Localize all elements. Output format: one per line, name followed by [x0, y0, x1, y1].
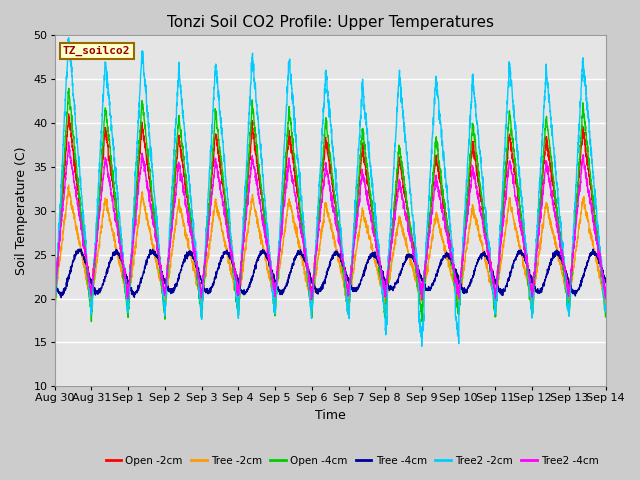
Tree -2cm: [591, 251, 599, 256]
Tree2 -4cm: [602, 295, 609, 301]
Open -2cm: [262, 231, 270, 237]
Tree -2cm: [147, 231, 154, 237]
Tree2 -2cm: [147, 154, 154, 160]
Open -2cm: [591, 213, 599, 218]
Tree2 -4cm: [147, 204, 154, 210]
Open -2cm: [532, 250, 540, 255]
Tree2 -4cm: [418, 297, 426, 302]
Tree2 -4cm: [114, 226, 122, 231]
Tree -2cm: [286, 199, 294, 205]
Tree2 -2cm: [51, 314, 58, 320]
Tree -4cm: [51, 278, 58, 284]
Tree -2cm: [262, 259, 270, 264]
Open -4cm: [51, 312, 58, 318]
Open -2cm: [65, 111, 72, 117]
Open -2cm: [381, 300, 389, 306]
Tree2 -2cm: [591, 203, 599, 208]
Open -2cm: [114, 216, 122, 222]
Open -4cm: [114, 218, 122, 224]
Tree -4cm: [602, 279, 609, 285]
Tree2 -4cm: [65, 139, 72, 145]
Tree2 -4cm: [51, 284, 58, 289]
Open -2cm: [51, 293, 58, 299]
Open -4cm: [262, 231, 270, 237]
Legend: Open -2cm, Tree -2cm, Open -4cm, Tree -4cm, Tree2 -2cm, Tree2 -4cm: Open -2cm, Tree -2cm, Open -4cm, Tree -4…: [101, 452, 603, 470]
Tree2 -4cm: [262, 240, 270, 245]
Open -2cm: [147, 183, 154, 189]
Open -4cm: [602, 313, 609, 319]
Open -2cm: [286, 136, 294, 142]
Tree2 -2cm: [65, 35, 72, 40]
Open -2cm: [602, 298, 609, 304]
Tree -2cm: [65, 182, 72, 188]
Tree -4cm: [77, 246, 85, 252]
Line: Tree2 -4cm: Tree2 -4cm: [54, 142, 605, 300]
Line: Tree2 -2cm: Tree2 -2cm: [54, 37, 605, 347]
Tree2 -2cm: [286, 69, 294, 75]
Tree2 -2cm: [262, 209, 270, 215]
Tree2 -4cm: [591, 231, 599, 237]
Line: Tree -2cm: Tree -2cm: [54, 185, 605, 309]
Title: Tonzi Soil CO2 Profile: Upper Temperatures: Tonzi Soil CO2 Profile: Upper Temperatur…: [166, 15, 493, 30]
Open -4cm: [532, 258, 540, 264]
Tree2 -2cm: [114, 190, 122, 195]
Tree2 -2cm: [532, 253, 540, 259]
Tree -2cm: [602, 304, 609, 310]
Y-axis label: Soil Temperature (C): Soil Temperature (C): [15, 146, 28, 275]
Tree -2cm: [308, 306, 316, 312]
Tree2 -4cm: [286, 163, 294, 168]
Tree -2cm: [532, 273, 540, 278]
Tree -4cm: [591, 249, 599, 255]
Tree -4cm: [262, 252, 270, 257]
Line: Open -4cm: Open -4cm: [54, 88, 605, 322]
Line: Open -2cm: Open -2cm: [54, 114, 605, 303]
Tree -4cm: [58, 295, 65, 300]
Open -4cm: [286, 115, 294, 121]
X-axis label: Time: Time: [315, 409, 346, 422]
Open -4cm: [591, 214, 599, 220]
Tree -2cm: [51, 297, 58, 302]
Open -4cm: [147, 176, 154, 182]
Tree -4cm: [286, 269, 294, 275]
Tree2 -2cm: [418, 344, 426, 349]
Open -4cm: [88, 319, 95, 324]
Open -4cm: [65, 85, 72, 91]
Tree -4cm: [114, 251, 122, 257]
Text: TZ_soilco2: TZ_soilco2: [63, 46, 131, 56]
Tree2 -4cm: [532, 260, 540, 265]
Tree -4cm: [532, 288, 540, 294]
Tree2 -2cm: [602, 306, 609, 312]
Line: Tree -4cm: Tree -4cm: [54, 249, 605, 298]
Tree -4cm: [147, 251, 154, 257]
Tree -2cm: [114, 253, 122, 259]
